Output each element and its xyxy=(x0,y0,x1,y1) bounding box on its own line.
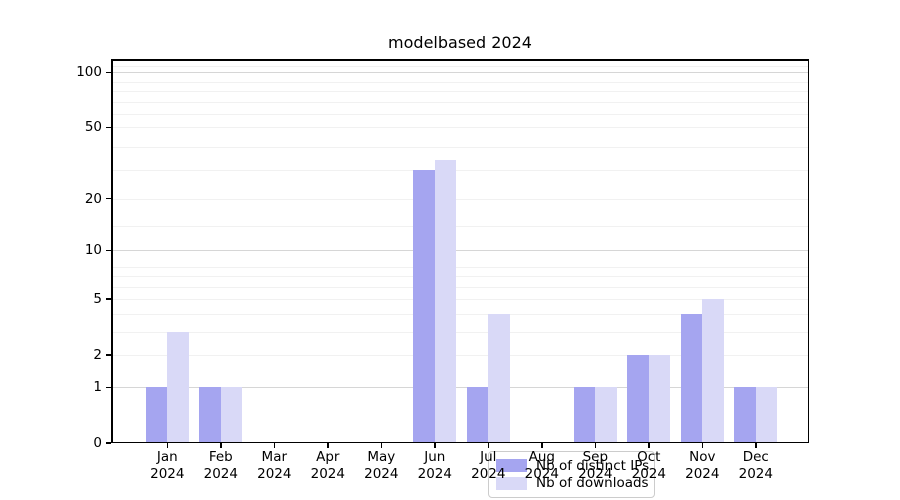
bar-jun-downloads xyxy=(434,159,457,443)
x-tick-mark xyxy=(648,443,650,448)
x-tick-mark xyxy=(755,443,757,448)
y-tick-mark xyxy=(106,126,111,129)
y-tick-label-2: 2 xyxy=(93,346,102,363)
gridline-minor xyxy=(111,169,809,171)
y-tick-label-1: 1 xyxy=(93,379,102,396)
legend-item-downloads: Nb of downloads xyxy=(496,475,649,492)
legend-swatch-downloads xyxy=(496,476,527,490)
x-tick-mark xyxy=(327,443,329,448)
legend-label-distinct-ips: Nb of distinct IPs xyxy=(536,457,650,474)
bar-dec-downloads xyxy=(755,387,778,443)
axis-spine-bottom xyxy=(111,441,809,443)
y-tick-label-10: 10 xyxy=(84,242,102,259)
legend: Nb of distinct IPs Nb of downloads xyxy=(488,451,655,498)
bar-jul-ips xyxy=(466,387,489,443)
bar-jul-downloads xyxy=(488,313,510,443)
bar-jan-ips xyxy=(145,387,168,443)
gridline-minor xyxy=(111,198,809,200)
x-tick-label-nov: Nov 2024 xyxy=(685,449,720,482)
x-tick-label-dec: Dec 2024 xyxy=(738,449,773,482)
y-tick-mark xyxy=(106,354,111,356)
x-tick-mark xyxy=(166,443,169,448)
bar-nov-ips xyxy=(680,313,703,443)
bar-oct-downloads xyxy=(648,354,671,443)
x-tick-label-jan: Jan 2024 xyxy=(150,449,185,482)
bar-sep-downloads xyxy=(595,387,617,443)
x-tick-mark xyxy=(273,443,276,448)
gridline-minor xyxy=(111,354,809,356)
legend-swatch-distinct-ips xyxy=(496,459,527,473)
bar-nov-downloads xyxy=(702,299,724,443)
y-tick-mark xyxy=(106,197,111,200)
x-tick-label-oct: Oct 2024 xyxy=(631,449,666,482)
bar-jan-downloads xyxy=(167,331,189,443)
y-tick-mark xyxy=(106,442,111,444)
x-tick-label-apr: Apr 2024 xyxy=(310,449,345,482)
x-tick-label-mar: Mar 2024 xyxy=(257,449,292,482)
gridline-minor xyxy=(111,101,809,103)
gridline-minor xyxy=(111,225,809,227)
axis-spine-top xyxy=(111,59,809,61)
y-tick-mark xyxy=(106,249,111,252)
gridline-major xyxy=(111,72,809,74)
gridline-major xyxy=(111,250,809,252)
bar-oct-ips xyxy=(627,354,649,443)
gridline-minor xyxy=(111,81,809,83)
bar-feb-downloads xyxy=(220,387,243,443)
y-tick-mark xyxy=(106,71,111,74)
gridline-minor xyxy=(111,286,809,288)
gridline-minor xyxy=(111,276,809,278)
bar-dec-ips xyxy=(734,387,756,443)
x-tick-label-feb: Feb 2024 xyxy=(203,449,238,482)
y-tick-mark xyxy=(106,298,111,300)
y-tick-label-0: 0 xyxy=(93,435,102,451)
axis-spine-left xyxy=(111,59,113,443)
y-tick-label-20: 20 xyxy=(84,190,102,207)
plot-area: Nb of distinct IPs Nb of downloads xyxy=(111,59,809,498)
gridline-minor xyxy=(111,114,809,116)
gridline-major xyxy=(111,387,809,389)
y-tick-label-50: 50 xyxy=(84,119,102,136)
x-tick-label-jul: Jul 2024 xyxy=(471,449,506,482)
y-tick-label-100: 100 xyxy=(76,64,102,81)
x-tick-mark xyxy=(487,443,490,448)
gridline-minor xyxy=(111,65,809,67)
x-tick-label-aug: Aug 2024 xyxy=(524,449,559,482)
x-tick-label-jun: Jun 2024 xyxy=(417,449,452,482)
x-tick-label-may: May 2024 xyxy=(364,449,399,482)
gridline-minor xyxy=(111,313,809,315)
x-tick-mark xyxy=(434,443,436,448)
bar-feb-ips xyxy=(199,387,221,443)
legend-item-distinct-ips: Nb of distinct IPs xyxy=(496,457,650,474)
x-tick-mark xyxy=(594,443,597,448)
gridline-minor xyxy=(111,91,809,93)
gridline-minor xyxy=(111,299,809,301)
x-tick-mark xyxy=(220,443,222,448)
legend-label-downloads: Nb of downloads xyxy=(536,475,649,492)
x-tick-mark xyxy=(541,443,543,448)
x-tick-label-sep: Sep 2024 xyxy=(578,449,613,482)
x-tick-mark xyxy=(380,443,383,448)
gridline-minor xyxy=(111,266,809,268)
bar-sep-ips xyxy=(573,387,596,443)
gridline-minor xyxy=(111,331,809,333)
axis-spine-right xyxy=(807,59,809,443)
chart-title: modelbased 2024 xyxy=(388,33,532,52)
x-tick-mark xyxy=(701,443,704,448)
y-tick-mark xyxy=(106,386,111,389)
bar-jun-ips xyxy=(413,169,435,443)
y-tick-label-5: 5 xyxy=(93,291,102,308)
gridline-minor xyxy=(111,146,809,148)
gridline-minor xyxy=(111,127,809,129)
